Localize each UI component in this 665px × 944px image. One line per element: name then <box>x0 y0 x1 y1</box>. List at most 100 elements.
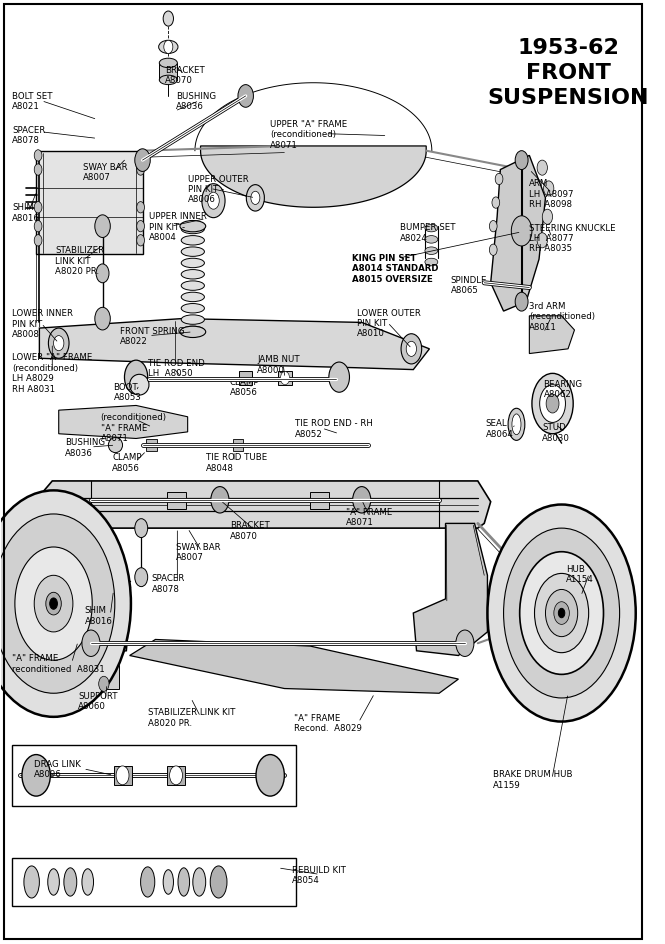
Text: SEAL
A8064: SEAL A8064 <box>485 419 513 438</box>
Polygon shape <box>39 481 491 529</box>
Bar <box>160 64 178 81</box>
Circle shape <box>495 174 503 185</box>
Circle shape <box>137 235 144 246</box>
Polygon shape <box>130 640 458 694</box>
Circle shape <box>238 86 253 109</box>
Text: LOWER INNER
PIN KIT
A8008: LOWER INNER PIN KIT A8008 <box>12 309 73 339</box>
Ellipse shape <box>425 259 438 266</box>
Text: 1953-62
FRONT
SUSPENSION: 1953-62 FRONT SUSPENSION <box>487 39 649 108</box>
Circle shape <box>96 264 109 283</box>
Ellipse shape <box>108 438 122 453</box>
Text: SHIM
A8016: SHIM A8016 <box>84 606 112 625</box>
Polygon shape <box>65 538 91 566</box>
Circle shape <box>492 197 499 209</box>
Circle shape <box>535 574 589 653</box>
Text: BRACKET
A8070: BRACKET A8070 <box>165 65 205 85</box>
Text: TIE ROD END
LH  A8050: TIE ROD END LH A8050 <box>148 359 204 378</box>
Text: DRAG LINK
A8096: DRAG LINK A8096 <box>34 759 81 779</box>
Bar <box>167 767 185 785</box>
Circle shape <box>22 755 51 796</box>
Circle shape <box>135 150 150 172</box>
Circle shape <box>540 385 565 423</box>
Ellipse shape <box>24 866 39 898</box>
Circle shape <box>137 164 144 176</box>
Ellipse shape <box>180 221 205 232</box>
Text: BUSHING
A8036: BUSHING A8036 <box>176 92 216 111</box>
Text: BRAKE DRUM HUB
A1159: BRAKE DRUM HUB A1159 <box>493 769 572 789</box>
Ellipse shape <box>181 259 204 268</box>
Circle shape <box>34 576 73 632</box>
Circle shape <box>543 181 554 196</box>
Ellipse shape <box>425 225 438 232</box>
Ellipse shape <box>181 293 204 302</box>
Circle shape <box>0 491 131 717</box>
Circle shape <box>34 221 42 232</box>
Bar <box>12 858 296 905</box>
Circle shape <box>401 334 422 364</box>
Circle shape <box>50 598 57 610</box>
Bar <box>278 372 292 385</box>
Ellipse shape <box>181 327 204 336</box>
Circle shape <box>34 202 42 213</box>
Ellipse shape <box>181 236 204 245</box>
Circle shape <box>135 519 148 538</box>
Circle shape <box>537 160 547 176</box>
Circle shape <box>116 767 129 785</box>
Circle shape <box>202 184 225 218</box>
Text: STEERING KNUCKLE
LH  A8077
RH A8035: STEERING KNUCKLE LH A8077 RH A8035 <box>529 224 616 253</box>
Text: KING PIN SET
A8014 STANDARD
A8015 OVERSIZE: KING PIN SET A8014 STANDARD A8015 OVERSI… <box>352 254 438 283</box>
Circle shape <box>124 361 148 395</box>
Text: BOOT
A8053: BOOT A8053 <box>114 382 142 401</box>
Circle shape <box>503 529 620 699</box>
Text: (reconditioned)
"A" FRAME
A8071: (reconditioned) "A" FRAME A8071 <box>100 413 167 443</box>
Text: LOWER OUTER
PIN KIT
A8010: LOWER OUTER PIN KIT A8010 <box>357 308 421 338</box>
Text: BEARING
A8062: BEARING A8062 <box>543 379 583 398</box>
Text: BOLT SET
A8021: BOLT SET A8021 <box>12 92 53 111</box>
Text: SPACER
A8078: SPACER A8078 <box>12 126 46 145</box>
Circle shape <box>545 590 578 637</box>
Text: SHIM
A8016: SHIM A8016 <box>12 203 40 223</box>
Ellipse shape <box>181 281 204 291</box>
Circle shape <box>532 374 573 434</box>
Polygon shape <box>529 316 575 354</box>
Text: CLAMP
A8056: CLAMP A8056 <box>229 378 259 396</box>
Ellipse shape <box>193 868 205 896</box>
Ellipse shape <box>512 414 521 435</box>
Text: REBUILD KIT
A8054: REBUILD KIT A8054 <box>292 865 346 885</box>
Circle shape <box>34 151 42 161</box>
Bar <box>167 493 186 510</box>
Circle shape <box>46 593 61 615</box>
Bar <box>114 767 132 785</box>
Text: BUMPER SET
A8024: BUMPER SET A8024 <box>400 223 456 243</box>
Bar <box>233 440 243 451</box>
Circle shape <box>537 233 547 248</box>
Ellipse shape <box>163 869 174 894</box>
Ellipse shape <box>178 868 190 896</box>
Ellipse shape <box>180 327 205 338</box>
Text: JAMB NUT
A8000: JAMB NUT A8000 <box>257 355 300 374</box>
Text: UPPER OUTER
PIN KIT -
A8006: UPPER OUTER PIN KIT - A8006 <box>188 175 249 204</box>
Circle shape <box>137 221 144 232</box>
Text: TIE ROD END - RH
A8052: TIE ROD END - RH A8052 <box>295 419 372 438</box>
Polygon shape <box>45 524 130 656</box>
Text: UPPER INNER
PIN KIT -
A8004: UPPER INNER PIN KIT - A8004 <box>149 212 207 242</box>
Text: CLAMP
A8056: CLAMP A8056 <box>112 453 142 472</box>
Text: "A" FRAME
reconditioned  A8031: "A" FRAME reconditioned A8031 <box>12 653 105 673</box>
Bar <box>146 440 157 451</box>
Ellipse shape <box>181 315 204 325</box>
Text: TIE ROD TUBE
A8048: TIE ROD TUBE A8048 <box>205 453 267 472</box>
Text: "A" FRAME
Recond.  A8029: "A" FRAME Recond. A8029 <box>294 713 362 733</box>
Bar <box>310 493 329 510</box>
Text: SPINDLE
A8065: SPINDLE A8065 <box>451 276 487 295</box>
Circle shape <box>164 42 173 55</box>
Circle shape <box>49 329 69 359</box>
Circle shape <box>54 336 64 351</box>
Text: HUB
A1154: HUB A1154 <box>566 565 594 583</box>
Polygon shape <box>36 151 142 255</box>
Polygon shape <box>201 147 426 208</box>
Polygon shape <box>414 524 487 656</box>
Text: BUSHING
A8036: BUSHING A8036 <box>65 438 105 457</box>
Ellipse shape <box>425 236 438 244</box>
Circle shape <box>98 677 109 692</box>
Circle shape <box>515 293 528 312</box>
